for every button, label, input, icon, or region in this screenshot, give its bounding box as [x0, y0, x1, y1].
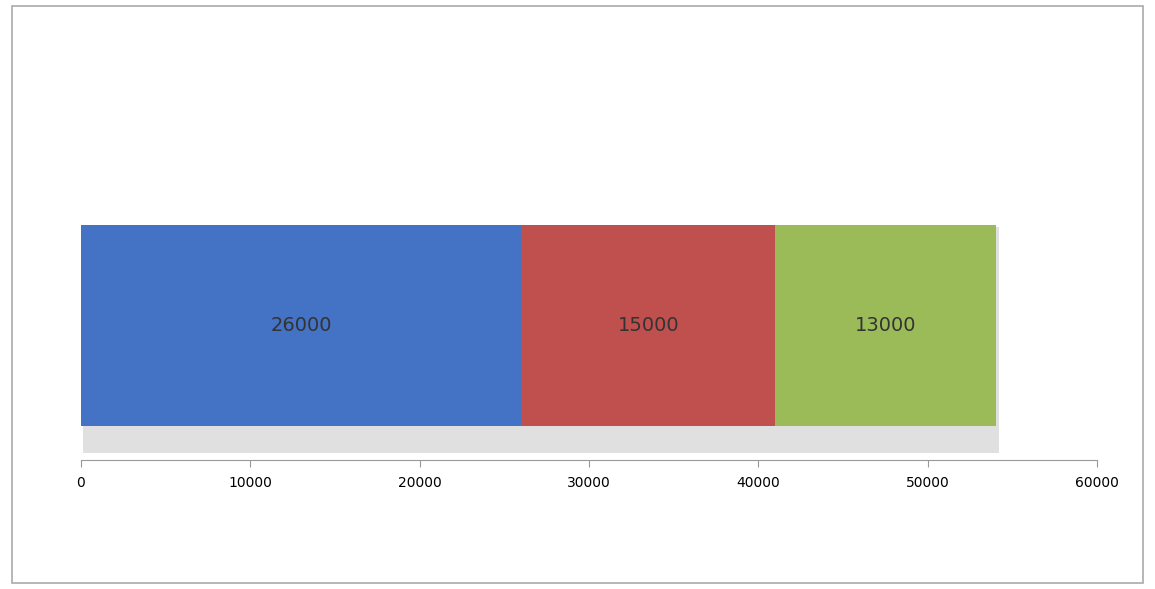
Bar — [775, 226, 996, 426]
Bar — [81, 226, 521, 426]
Text: 26000: 26000 — [270, 316, 331, 335]
Text: 13000: 13000 — [855, 316, 916, 335]
Text: 15000: 15000 — [618, 316, 679, 335]
Bar — [83, 227, 999, 453]
Bar — [521, 226, 775, 426]
